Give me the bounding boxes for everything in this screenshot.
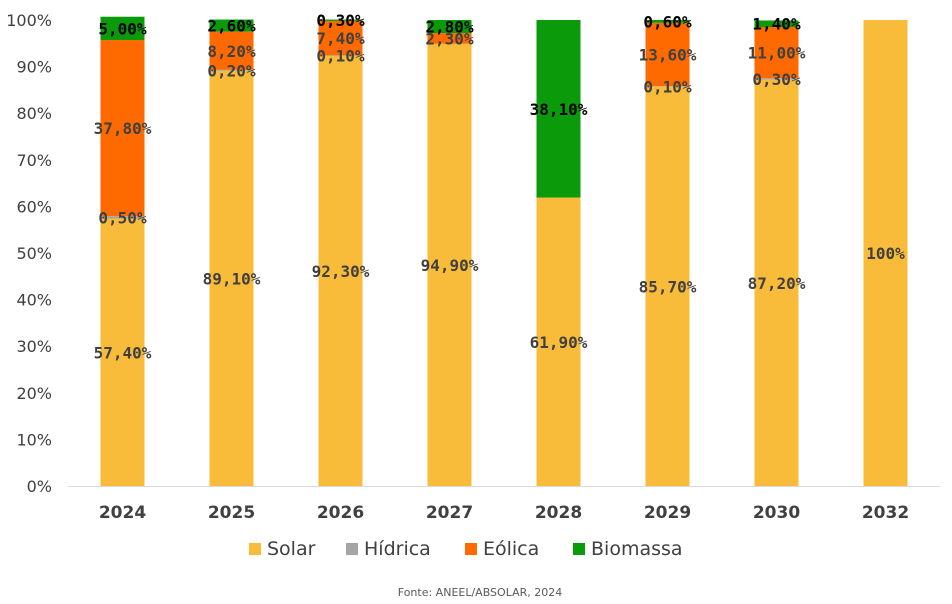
legend-swatch-eólica [465, 543, 477, 555]
bar-solar-2026 [318, 55, 363, 487]
y-tick-label: 80% [16, 104, 52, 123]
bar-biomassa-2028 [536, 20, 581, 198]
x-tick-label: 2032 [862, 503, 909, 523]
bar-biomassa-2030 [754, 20, 799, 27]
data-label-biomassa-2029: 0,60% [643, 12, 692, 31]
bar-eólica-2030 [754, 26, 799, 79]
bar-eólica-2029 [645, 22, 690, 87]
data-label-solar-2026: 92,30% [312, 262, 370, 281]
data-label-biomassa-2027: 2,80% [425, 18, 474, 37]
data-label-solar-2032: 100% [866, 244, 905, 263]
data-label-biomassa-2025: 2,60% [207, 17, 256, 36]
data-label-eólica-2025: 8,20% [207, 42, 256, 61]
bar-eólica-2027 [427, 33, 472, 44]
legend-label-hídrica: Hídrica [364, 538, 431, 560]
x-tick-label: 2028 [535, 503, 582, 523]
legend-label-eólica: Eólica [483, 538, 539, 560]
y-tick-label: 60% [16, 197, 52, 216]
data-label-biomassa-2024: 5,00% [98, 19, 147, 38]
data-label-eólica-2026: 7,40% [316, 29, 365, 48]
data-label-solar-2024: 57,40% [94, 343, 152, 362]
bar-solar-2032 [863, 20, 908, 486]
bar-eólica-2024 [100, 40, 145, 217]
data-label-biomassa-2026: 0,30% [316, 11, 365, 30]
data-label-solar-2030: 87,20% [748, 274, 806, 293]
bar-solar-2028 [536, 197, 581, 486]
bar-hídrica-2024 [100, 216, 145, 219]
bar-biomassa-2029 [645, 20, 690, 23]
y-tick-label: 20% [16, 384, 52, 403]
x-tick-label: 2029 [644, 503, 691, 523]
data-label-hídrica-2030: 0,30% [752, 70, 801, 89]
x-tick-label: 2030 [753, 503, 800, 523]
data-label-eólica-2029: 13,60% [639, 45, 697, 64]
legend-swatch-biomassa [573, 543, 585, 555]
source-note: Fonte: ANEEL/ABSOLAR, 2024 [398, 586, 562, 599]
y-tick-label: 100% [6, 11, 52, 30]
legend-label-solar: Solar [267, 538, 316, 560]
y-tick-label: 40% [16, 291, 52, 310]
x-tick-label: 2025 [208, 503, 255, 523]
data-label-biomassa-2030: 1,40% [752, 15, 801, 34]
data-label-eólica-2030: 11,00% [748, 44, 806, 63]
data-label-hídrica-2029: 0,10% [643, 77, 692, 96]
y-tick-label: 0% [27, 477, 52, 496]
bar-biomassa-2024 [100, 16, 145, 41]
bar-hídrica-2025 [209, 69, 254, 71]
legend-label-biomassa: Biomassa [591, 538, 683, 560]
x-tick-label: 2026 [317, 503, 364, 523]
bar-biomassa-2025 [209, 19, 254, 32]
data-label-hídrica-2026: 0,10% [316, 47, 365, 66]
bar-solar-2029 [645, 86, 690, 486]
data-label-eólica-2027: 2,30% [425, 29, 474, 48]
data-label-solar-2029: 85,70% [639, 277, 697, 296]
bar-solar-2025 [209, 70, 254, 486]
data-label-solar-2025: 89,10% [203, 269, 261, 288]
data-label-eólica-2024: 37,80% [94, 119, 152, 138]
bar-biomassa-2027 [427, 20, 472, 34]
data-label-hídrica-2024: 0,50% [98, 208, 147, 227]
data-label-biomassa-2028: 38,10% [530, 100, 588, 119]
y-tick-label: 90% [16, 58, 52, 77]
x-tick-label: 2027 [426, 503, 473, 523]
legend-swatch-hídrica [346, 543, 358, 555]
y-tick-label: 10% [16, 430, 52, 449]
bar-solar-2030 [754, 79, 799, 486]
y-tick-label: 30% [16, 337, 52, 356]
bar-solar-2024 [100, 218, 145, 487]
x-tick-label: 2024 [99, 503, 146, 523]
data-label-hídrica-2025: 0,20% [207, 61, 256, 80]
legend-swatch-solar [249, 543, 261, 555]
data-label-solar-2027: 94,90% [421, 256, 479, 275]
bar-hídrica-2030 [754, 78, 799, 80]
bar-eólica-2025 [209, 31, 254, 70]
bar-eólica-2026 [318, 20, 363, 56]
bar-solar-2027 [427, 43, 472, 487]
data-label-solar-2028: 61,90% [530, 333, 588, 352]
y-tick-label: 50% [16, 244, 52, 263]
y-tick-label: 70% [16, 151, 52, 170]
bar-biomassa-2026 [318, 19, 363, 21]
